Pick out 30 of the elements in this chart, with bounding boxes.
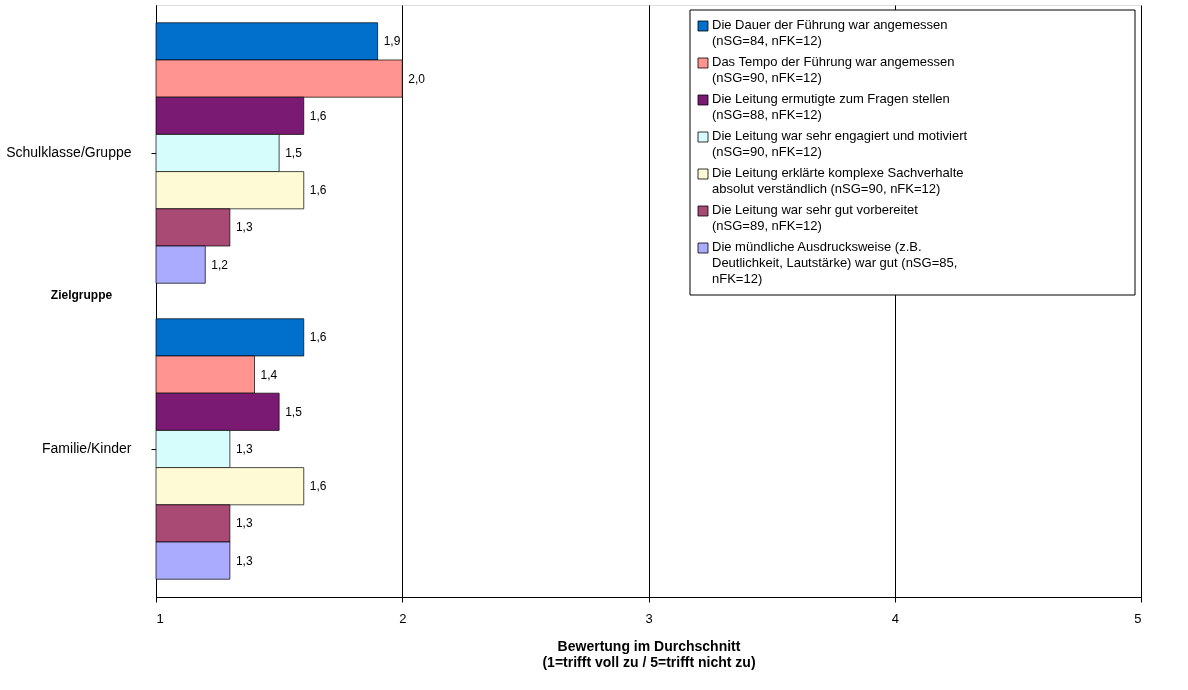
data-label: 1,6	[309, 183, 327, 198]
x-axis-title: Bewertung im Durchschnitt (1=trifft voll zu / 5=trifft nicht zu)	[542, 637, 756, 670]
x-tick-label: 3	[645, 610, 653, 626]
data-label: 1,6	[309, 108, 327, 123]
legend-label: Das Tempo der Führung war angemessen (nSG=90, nFK=12)	[712, 54, 955, 85]
data-label: 2,0	[408, 71, 426, 86]
data-label: 1,9	[383, 34, 401, 49]
x-tick-label: 4	[891, 610, 899, 626]
data-label: 1,3	[235, 516, 253, 531]
data-label: 1,3	[235, 220, 253, 235]
data-label: 1,3	[235, 553, 253, 568]
legend-label: Die Leitung erklärte komplexe Sachverhalte absolut verständlich (nSG=90, nFK=12)	[712, 165, 964, 196]
x-tick-label: 1	[156, 610, 164, 626]
y-tick-label: Familie/Kinder	[42, 440, 132, 456]
data-label: 1,3	[235, 442, 253, 456]
legend-label: Die Leitung war sehr gut vorbereitet (nSG=89, nFK=12)	[712, 202, 919, 233]
legend-label: Die Leitung war sehr engagiert und motiviert (nSG=90, nFK=12)	[712, 128, 968, 159]
data-label: 1,6	[309, 479, 327, 494]
x-tick-label: 2	[399, 610, 407, 626]
legend-label: Die mündliche Ausdrucksweise (z.B. Deutlichkeit, Lautstärke) war gut (nSG=85, nFK=12)	[712, 239, 958, 286]
y-axis-title: Zielgruppe	[50, 287, 113, 302]
data-label: 1,5	[285, 404, 303, 419]
data-label: 1,5	[285, 146, 303, 160]
x-tick-label: 5	[1134, 610, 1142, 626]
data-label: 1,4	[260, 367, 278, 382]
legend-label: Die Leitung ermutigte zum Fragen stellen (nSG=88, nFK=12)	[712, 91, 950, 122]
data-label: 1,6	[309, 330, 327, 345]
legend-label: Die Dauer der Führung war angemessen (nSG=84, nFK=12)	[712, 17, 948, 48]
data-label: 1,2	[211, 257, 229, 272]
y-tick-label: Schulklasse/Gruppe	[6, 144, 132, 160]
